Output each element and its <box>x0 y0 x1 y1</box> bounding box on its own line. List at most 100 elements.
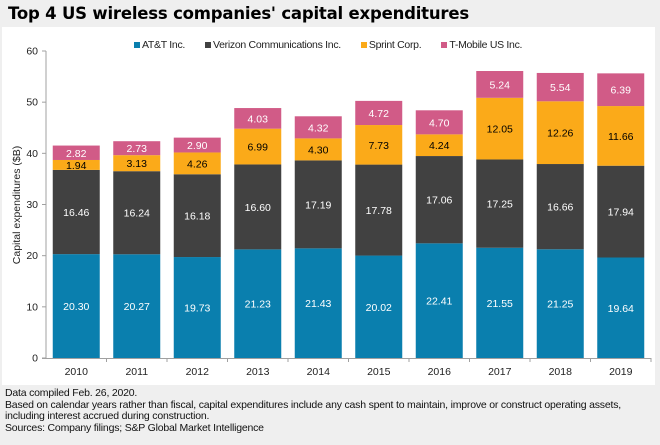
bar-segment-at-t-inc <box>597 257 645 358</box>
footer-methodology: Based on calendar years rather than fisc… <box>5 398 621 422</box>
legend-swatch-verizon <box>205 42 212 48</box>
bar-segment-verizon-communications-inc <box>476 159 524 248</box>
footer-date: Data compiled Feb. 26, 2020. <box>5 387 138 399</box>
data-label: 5.24 <box>490 79 511 91</box>
data-label: 4.03 <box>248 113 269 125</box>
data-label: 21.43 <box>305 298 331 310</box>
x-tick-label: 2019 <box>609 366 633 378</box>
data-label: 4.72 <box>369 108 390 120</box>
data-label: 21.23 <box>245 299 271 311</box>
y-tick-label: 60 <box>26 46 38 58</box>
y-tick-label: 0 <box>32 353 38 365</box>
bar-segment-at-t-inc <box>234 249 282 358</box>
data-label: 20.02 <box>366 302 392 314</box>
bar-segment-verizon-communications-inc <box>536 164 584 250</box>
data-label: 6.99 <box>248 142 269 154</box>
data-label: 19.73 <box>184 303 210 315</box>
data-label: 2.82 <box>66 148 87 160</box>
data-label: 21.55 <box>487 298 513 310</box>
y-tick-label: 50 <box>26 97 38 109</box>
bar-segment-verizon-communications-inc <box>173 174 221 258</box>
bar-segment-verizon-communications-inc <box>355 164 403 256</box>
legend-item-verizon: Verizon Communications Inc. <box>205 38 341 52</box>
legend-item-sprint: Sprint Corp. <box>360 38 422 52</box>
bar-segment-sprint-corp <box>52 159 100 170</box>
y-tick-label: 10 <box>26 301 38 313</box>
data-label: 1.94 <box>66 160 87 172</box>
bar-segment-sprint-corp <box>294 138 342 161</box>
data-label: 16.46 <box>63 207 89 219</box>
bar-segment-verizon-communications-inc <box>294 160 342 249</box>
data-label: 22.41 <box>426 296 452 308</box>
data-label: 4.70 <box>429 117 450 129</box>
y-axis-label: Capital expenditures ($B) <box>11 146 23 264</box>
bar-segment-t-mobile-us-inc <box>173 137 221 153</box>
legend-swatch-att <box>134 42 140 48</box>
legend-label-tmobile: T-Mobile US Inc. <box>449 39 523 51</box>
data-label: 17.94 <box>608 207 634 219</box>
legend-label-att: AT&T Inc. <box>142 39 186 51</box>
legend-label-verizon: Verizon Communications Inc. <box>213 39 341 51</box>
bar-segment-sprint-corp <box>355 125 403 165</box>
data-label: 4.24 <box>429 140 450 152</box>
data-label: 17.78 <box>366 205 392 217</box>
data-label: 12.05 <box>487 124 513 136</box>
data-label: 2.90 <box>187 140 208 152</box>
bar-segment-at-t-inc <box>476 247 524 358</box>
data-label: 12.26 <box>547 128 573 140</box>
x-tick-label: 2018 <box>549 366 573 378</box>
bar-segment-sprint-corp <box>234 128 282 165</box>
x-tick-label: 2015 <box>367 366 391 378</box>
bar-segment-verizon-communications-inc <box>52 169 100 255</box>
bar-segment-sprint-corp <box>113 155 161 172</box>
bar-segment-t-mobile-us-inc <box>113 141 161 156</box>
data-label: 2.73 <box>127 143 148 155</box>
legend-swatch-tmobile <box>441 42 448 48</box>
data-label: 3.13 <box>127 158 148 170</box>
bar-segment-t-mobile-us-inc <box>597 73 645 107</box>
bar-segment-verizon-communications-inc <box>234 164 282 250</box>
data-label: 7.73 <box>369 140 390 152</box>
data-label: 4.26 <box>187 158 208 170</box>
bar-segment-at-t-inc <box>536 249 584 358</box>
x-tick-label: 2010 <box>65 366 89 378</box>
bar-segment-t-mobile-us-inc <box>536 72 584 102</box>
x-tick-label: 2013 <box>246 366 270 378</box>
bar-segment-verizon-communications-inc <box>597 165 645 258</box>
data-label: 20.27 <box>124 301 150 313</box>
data-label: 19.64 <box>608 303 634 315</box>
data-label: 17.06 <box>426 195 452 207</box>
data-label: 4.32 <box>308 122 329 134</box>
x-tick-label: 2016 <box>428 366 452 378</box>
legend-item-tmobile: T-Mobile US Inc. <box>441 38 522 52</box>
footer-sources: Sources: Company filings; S&P Global Mar… <box>5 421 264 434</box>
y-tick-label: 20 <box>26 250 38 262</box>
bar-segment-sprint-corp <box>415 134 463 157</box>
data-label: 16.18 <box>184 211 210 223</box>
y-tick-label: 40 <box>26 148 38 160</box>
bar-segment-t-mobile-us-inc <box>234 108 282 129</box>
bar-segment-sprint-corp <box>597 106 645 166</box>
bar-segment-at-t-inc <box>415 243 463 358</box>
data-label: 16.66 <box>547 202 573 214</box>
bar-segment-verizon-communications-inc <box>415 156 463 244</box>
bar-segment-t-mobile-us-inc <box>476 71 524 98</box>
bar-segment-t-mobile-us-inc <box>294 116 342 139</box>
data-label: 4.30 <box>308 144 329 156</box>
bar-segment-t-mobile-us-inc <box>52 145 100 160</box>
data-label: 11.66 <box>608 131 634 143</box>
bar-segment-at-t-inc <box>173 257 221 358</box>
data-label: 16.24 <box>124 208 150 220</box>
data-label: 6.39 <box>611 85 632 97</box>
bar-segment-at-t-inc <box>52 254 100 358</box>
x-tick-label: 2017 <box>488 366 512 378</box>
data-label: 20.30 <box>63 301 89 313</box>
bar-segment-t-mobile-us-inc <box>355 100 403 126</box>
data-label: 21.25 <box>547 299 573 311</box>
legend-label-sprint: Sprint Corp. <box>368 39 422 51</box>
x-tick-label: 2012 <box>186 366 210 378</box>
bar-segment-at-t-inc <box>113 254 161 358</box>
bar-segment-sprint-corp <box>476 97 524 160</box>
chart-title: Top 4 US wireless companies' capital exp… <box>8 4 469 23</box>
